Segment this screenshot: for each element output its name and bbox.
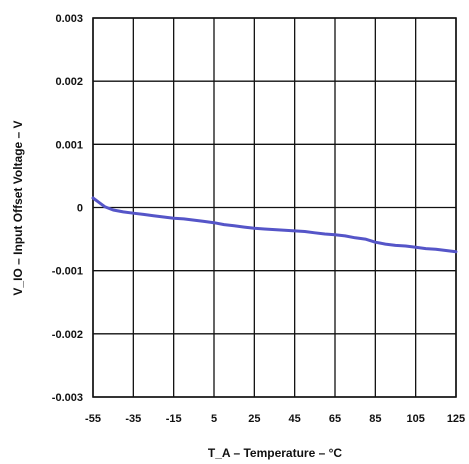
y-axis-label: V_IO – Input Offset Voltage – V	[11, 120, 25, 295]
plot-frame	[92, 17, 457, 398]
x-tick-label: 5	[211, 413, 217, 425]
y-tick-label: -0.003	[52, 392, 83, 404]
x-tick-label: 65	[329, 413, 341, 425]
y-tick-label: 0.002	[55, 76, 83, 88]
chart-grid	[92, 17, 457, 398]
x-tick-label: -35	[125, 413, 141, 425]
x-tick-label: 45	[289, 413, 301, 425]
x-tick-label: 85	[369, 413, 381, 425]
series-line	[91, 196, 458, 254]
x-tick-labels: -55 -35 -15 5 25 45 65 85 105 125	[85, 413, 465, 425]
y-tick-label: 0	[77, 203, 83, 215]
x-tick-label: 25	[248, 413, 260, 425]
x-tick-label: -15	[166, 413, 182, 425]
y-tick-label: 0.001	[55, 139, 83, 151]
x-tick-label: 125	[447, 413, 465, 425]
y-tick-labels: 0.003 0.002 0.001 0 -0.001 -0.002 -0.003	[52, 13, 83, 404]
y-tick-label: -0.001	[52, 266, 83, 278]
y-tick-label: 0.003	[55, 13, 83, 25]
y-tick-label: -0.002	[52, 329, 83, 341]
x-tick-label: -55	[85, 413, 101, 425]
x-tick-label: 105	[406, 413, 424, 425]
series-layer	[91, 196, 458, 254]
x-axis-label: T_A – Temperature – °C	[208, 446, 343, 460]
